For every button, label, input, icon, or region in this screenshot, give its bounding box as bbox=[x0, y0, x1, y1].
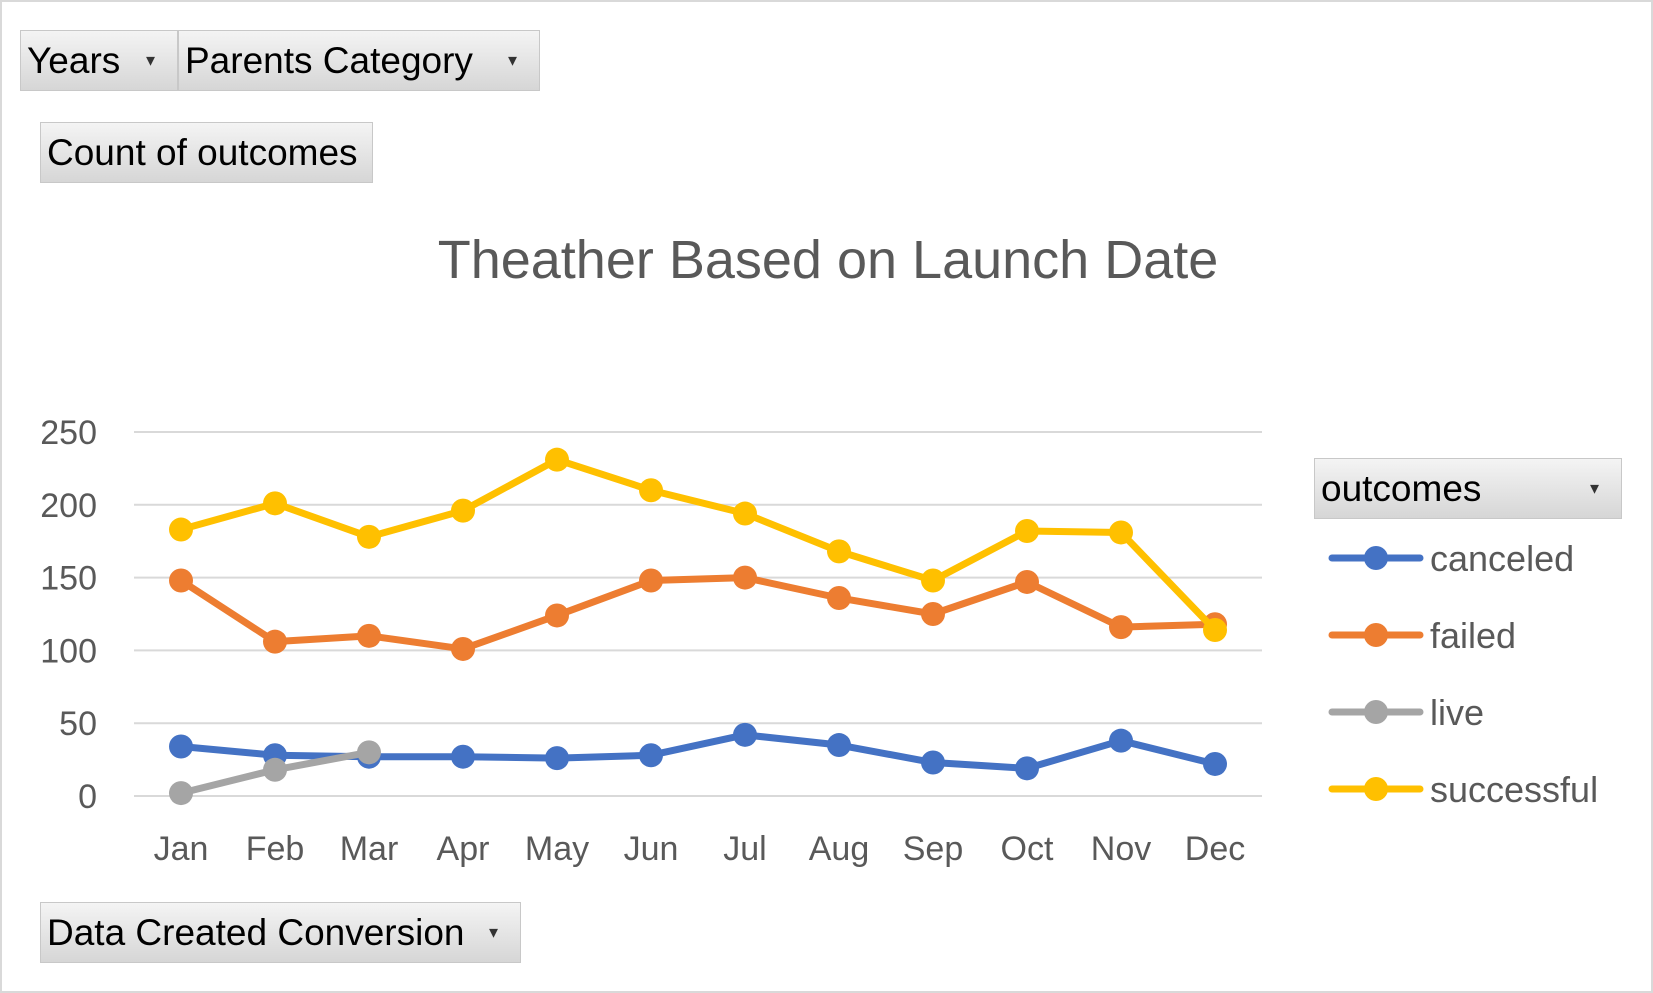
y-tick-label: 100 bbox=[40, 632, 97, 670]
data-point-successful bbox=[1203, 618, 1227, 643]
data-point-canceled bbox=[733, 722, 757, 747]
data-point-failed bbox=[921, 602, 945, 626]
data-point-canceled bbox=[169, 734, 193, 759]
parents-category-filter-button[interactable]: Parents Category ▾ bbox=[178, 30, 540, 91]
legend-field-label: outcomes bbox=[1321, 468, 1482, 509]
y-tick-label: 150 bbox=[40, 560, 97, 598]
data-point-canceled bbox=[451, 744, 475, 769]
data-point-successful bbox=[263, 491, 287, 516]
data-point-failed bbox=[263, 629, 287, 654]
x-tick-label: Jan bbox=[154, 830, 209, 868]
data-point-failed bbox=[357, 623, 381, 648]
data-point-failed bbox=[639, 568, 663, 593]
dropdown-arrow-icon: ▾ bbox=[145, 50, 155, 70]
legend-label: successful bbox=[1430, 769, 1598, 810]
data-point-successful bbox=[733, 501, 757, 526]
data-point-canceled bbox=[1203, 751, 1227, 776]
legend-swatch-marker bbox=[1364, 777, 1388, 801]
series-line-successful bbox=[177, 456, 1219, 634]
x-tick-label: Aug bbox=[809, 830, 870, 868]
y-tick-label: 200 bbox=[40, 487, 97, 525]
data-point-failed bbox=[451, 636, 475, 661]
legend-label: live bbox=[1430, 692, 1484, 733]
legend-field-button[interactable]: outcomes ▾ bbox=[1314, 458, 1622, 519]
series-line-canceled bbox=[177, 731, 1219, 772]
data-point-failed bbox=[1015, 569, 1039, 594]
legend: canceled failed live successful bbox=[1328, 538, 1598, 810]
dropdown-arrow-icon: ▾ bbox=[1589, 478, 1599, 498]
dropdown-arrow-icon: ▾ bbox=[488, 922, 498, 942]
dropdown-arrow-icon: ▾ bbox=[507, 50, 517, 70]
years-filter-button[interactable]: Years ▾ bbox=[20, 30, 178, 91]
y-axis-ticks: 0 50 100 150 200 250 bbox=[40, 414, 97, 816]
x-tick-label: Sep bbox=[903, 830, 964, 868]
chart-title: Theather Based on Launch Date bbox=[438, 230, 1219, 290]
legend-swatch-marker bbox=[1364, 546, 1388, 570]
data-point-failed bbox=[545, 603, 569, 628]
data-point-failed bbox=[733, 565, 757, 590]
y-tick-label: 250 bbox=[40, 414, 97, 452]
data-point-live bbox=[357, 740, 381, 765]
axis-field-label: Data Created Conversion bbox=[47, 912, 465, 953]
series-successful bbox=[169, 447, 1227, 643]
x-tick-label: Jul bbox=[723, 830, 766, 868]
x-tick-label: Feb bbox=[246, 830, 305, 868]
legend-swatch-marker bbox=[1364, 623, 1388, 647]
parents-category-filter-label: Parents Category bbox=[185, 40, 473, 81]
data-point-successful bbox=[545, 447, 569, 472]
legend-label: canceled bbox=[1430, 538, 1574, 579]
x-tick-label: Jun bbox=[624, 830, 679, 868]
x-tick-label: May bbox=[525, 830, 589, 868]
data-point-canceled bbox=[639, 743, 663, 768]
series-lines bbox=[169, 447, 1227, 806]
x-axis-ticks: Jan Feb Mar Apr May Jun Jul Aug Sep Oct Nov Dec bbox=[154, 830, 1246, 868]
legend-entry-live: live bbox=[1328, 692, 1484, 733]
data-point-successful bbox=[827, 539, 851, 564]
years-filter-label: Years bbox=[27, 40, 121, 81]
data-point-failed bbox=[1109, 615, 1133, 640]
data-point-failed bbox=[169, 568, 193, 593]
series-failed bbox=[169, 565, 1227, 661]
data-point-canceled bbox=[1109, 728, 1133, 753]
data-point-successful bbox=[1015, 519, 1039, 544]
data-point-successful bbox=[169, 517, 193, 542]
gridlines bbox=[134, 431, 1262, 797]
data-point-successful bbox=[451, 498, 475, 523]
x-tick-label: Apr bbox=[437, 830, 490, 868]
y-tick-label: 50 bbox=[59, 705, 97, 743]
y-tick-label: 0 bbox=[78, 778, 97, 816]
series-live bbox=[169, 740, 381, 806]
legend-label: failed bbox=[1430, 615, 1516, 656]
data-point-successful bbox=[921, 568, 945, 593]
data-point-failed bbox=[827, 585, 851, 610]
legend-entry-failed: failed bbox=[1328, 615, 1516, 656]
legend-swatch-marker bbox=[1364, 700, 1388, 724]
legend-entry-successful: successful bbox=[1328, 769, 1598, 810]
series-canceled bbox=[169, 722, 1227, 781]
data-point-canceled bbox=[545, 746, 569, 771]
data-point-live bbox=[169, 781, 193, 806]
x-tick-label: Nov bbox=[1091, 830, 1151, 868]
axis-field-button[interactable]: Data Created Conversion ▾ bbox=[40, 902, 521, 963]
data-point-successful bbox=[357, 524, 381, 549]
legend-entry-canceled: canceled bbox=[1328, 538, 1574, 579]
data-point-canceled bbox=[1015, 756, 1039, 781]
x-tick-label: Oct bbox=[1001, 830, 1054, 868]
data-point-live bbox=[263, 757, 287, 782]
x-tick-label: Mar bbox=[340, 830, 399, 868]
data-point-successful bbox=[639, 478, 663, 503]
data-point-canceled bbox=[921, 750, 945, 775]
data-point-successful bbox=[1109, 520, 1133, 545]
values-field-label: Count of outcomes bbox=[47, 132, 358, 173]
series-line-failed bbox=[177, 574, 1219, 653]
values-field-button[interactable]: Count of outcomes bbox=[40, 122, 373, 183]
data-point-canceled bbox=[827, 733, 851, 758]
x-tick-label: Dec bbox=[1185, 830, 1245, 868]
